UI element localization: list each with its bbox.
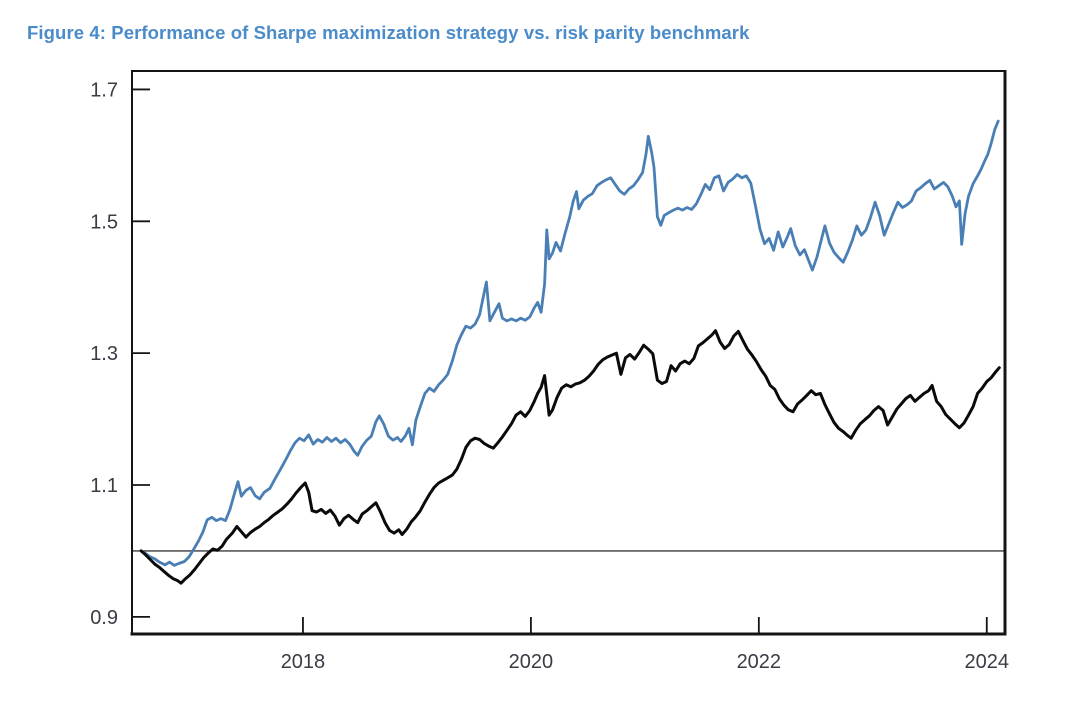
y-axis-tick-label: 1.1 [90,475,118,497]
x-axis-tick-label: 2022 [737,651,782,673]
x-axis-tick-label: 2018 [281,651,326,673]
figure-title: Figure 4: Performance of Sharpe maximiza… [27,22,750,43]
y-axis-tick-label: 0.9 [90,607,118,629]
y-axis-tick-label: 1.3 [90,343,118,365]
risk-parity-line [139,329,1001,585]
y-axis-tick-label: 1.7 [90,79,118,101]
x-axis-tick-label: 2024 [965,651,1010,673]
x-axis-tick-label: 2020 [509,651,554,673]
sharpe-strategy-line [139,119,1000,567]
y-axis-tick-label: 1.5 [90,211,118,233]
